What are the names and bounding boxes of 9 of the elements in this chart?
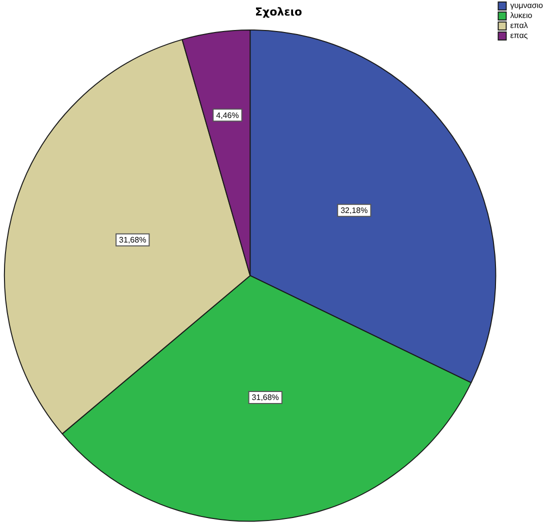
legend-label: λυκειο [510,11,533,20]
chart-title: Σχολειο [254,5,302,18]
legend-label: επας [510,31,528,40]
legend-label: γυμνασιο [510,1,544,10]
data-label: 32,18% [340,206,368,216]
legend-label: επαλ [510,21,528,30]
data-label: 31,68% [119,236,146,245]
data-label: 31,68% [252,393,279,402]
data-label: 4,46% [216,110,239,120]
